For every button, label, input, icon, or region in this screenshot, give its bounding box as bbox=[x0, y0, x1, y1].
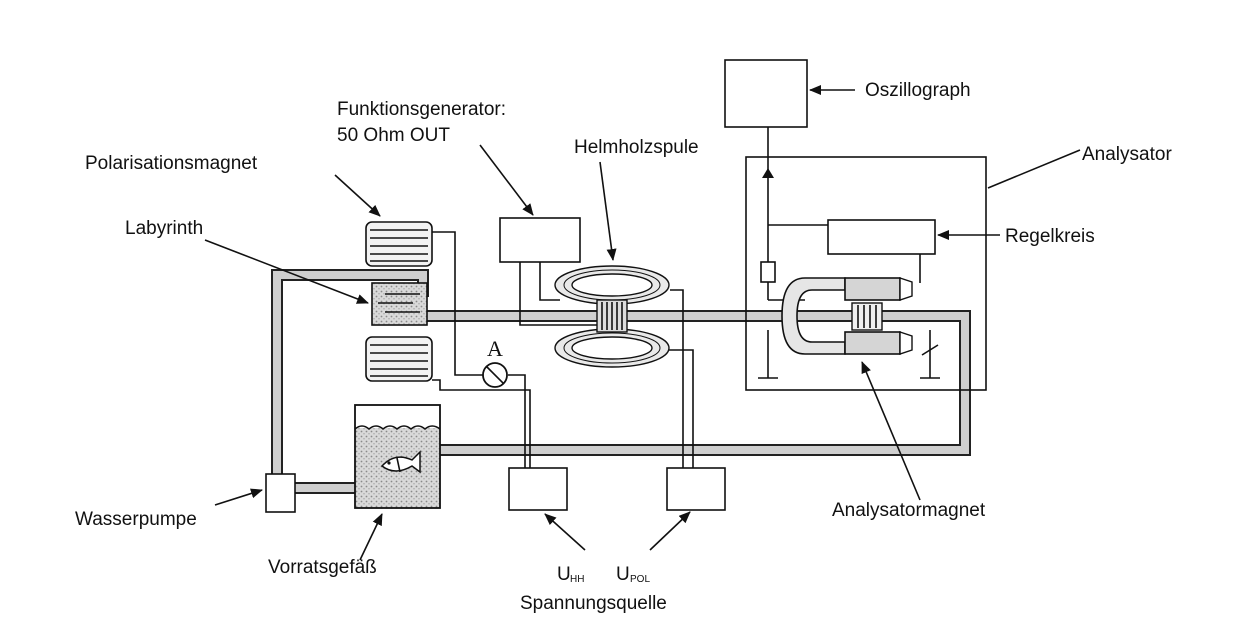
label-u-pol-subscript: POL bbox=[630, 574, 650, 585]
label-u-pol: U bbox=[616, 564, 630, 585]
voltage-source-upol-box bbox=[666, 467, 726, 511]
analysator-frame bbox=[745, 156, 987, 391]
label-helmholzspule: Helmholzspule bbox=[574, 137, 699, 158]
analysator-magnet bbox=[781, 277, 913, 355]
function-generator-box bbox=[499, 217, 581, 263]
wiring bbox=[432, 127, 940, 468]
reservoir bbox=[354, 404, 441, 509]
signal-direction-icon bbox=[762, 168, 774, 178]
ammeter-label: A bbox=[487, 336, 503, 361]
labyrinth bbox=[371, 282, 428, 326]
label-oszillograph: Oszillograph bbox=[865, 80, 971, 101]
label-funktionsgenerator: Funktionsgenerator: bbox=[337, 99, 506, 120]
polarisation-magnet-bottom bbox=[365, 336, 433, 382]
label-labyrinth: Labyrinth bbox=[125, 218, 203, 239]
label-wasserpumpe: Wasserpumpe bbox=[75, 509, 197, 530]
label-analysator: Analysator bbox=[1082, 144, 1172, 165]
label-spannungsquelle: Spannungsquelle bbox=[520, 593, 667, 614]
label-analysatormagnet: Analysatormagnet bbox=[832, 500, 986, 521]
oscillograph-box bbox=[724, 59, 808, 128]
fish-icon bbox=[380, 450, 421, 474]
label-regelkreis: Regelkreis bbox=[1005, 226, 1095, 247]
label-polarisationsmagnet: Polarisationsmagnet bbox=[85, 153, 258, 174]
label-u-hh: U bbox=[557, 564, 571, 585]
label-50-ohm-out: 50 Ohm OUT bbox=[337, 125, 450, 146]
helmholtz-coil bbox=[554, 265, 670, 368]
regelkreis-box bbox=[827, 219, 936, 255]
wave-icon bbox=[354, 425, 441, 430]
label-u-hh-subscript: HH bbox=[570, 574, 584, 585]
water-pump-box bbox=[265, 473, 296, 513]
voltage-source-uhh-box bbox=[508, 467, 568, 511]
leader-arrows bbox=[204, 85, 1081, 561]
label-vorratsgefaess: Vorratsgefäß bbox=[268, 557, 377, 578]
resistor bbox=[760, 261, 776, 283]
polarisation-magnet-top bbox=[365, 221, 433, 267]
ammeter: A bbox=[482, 336, 508, 388]
